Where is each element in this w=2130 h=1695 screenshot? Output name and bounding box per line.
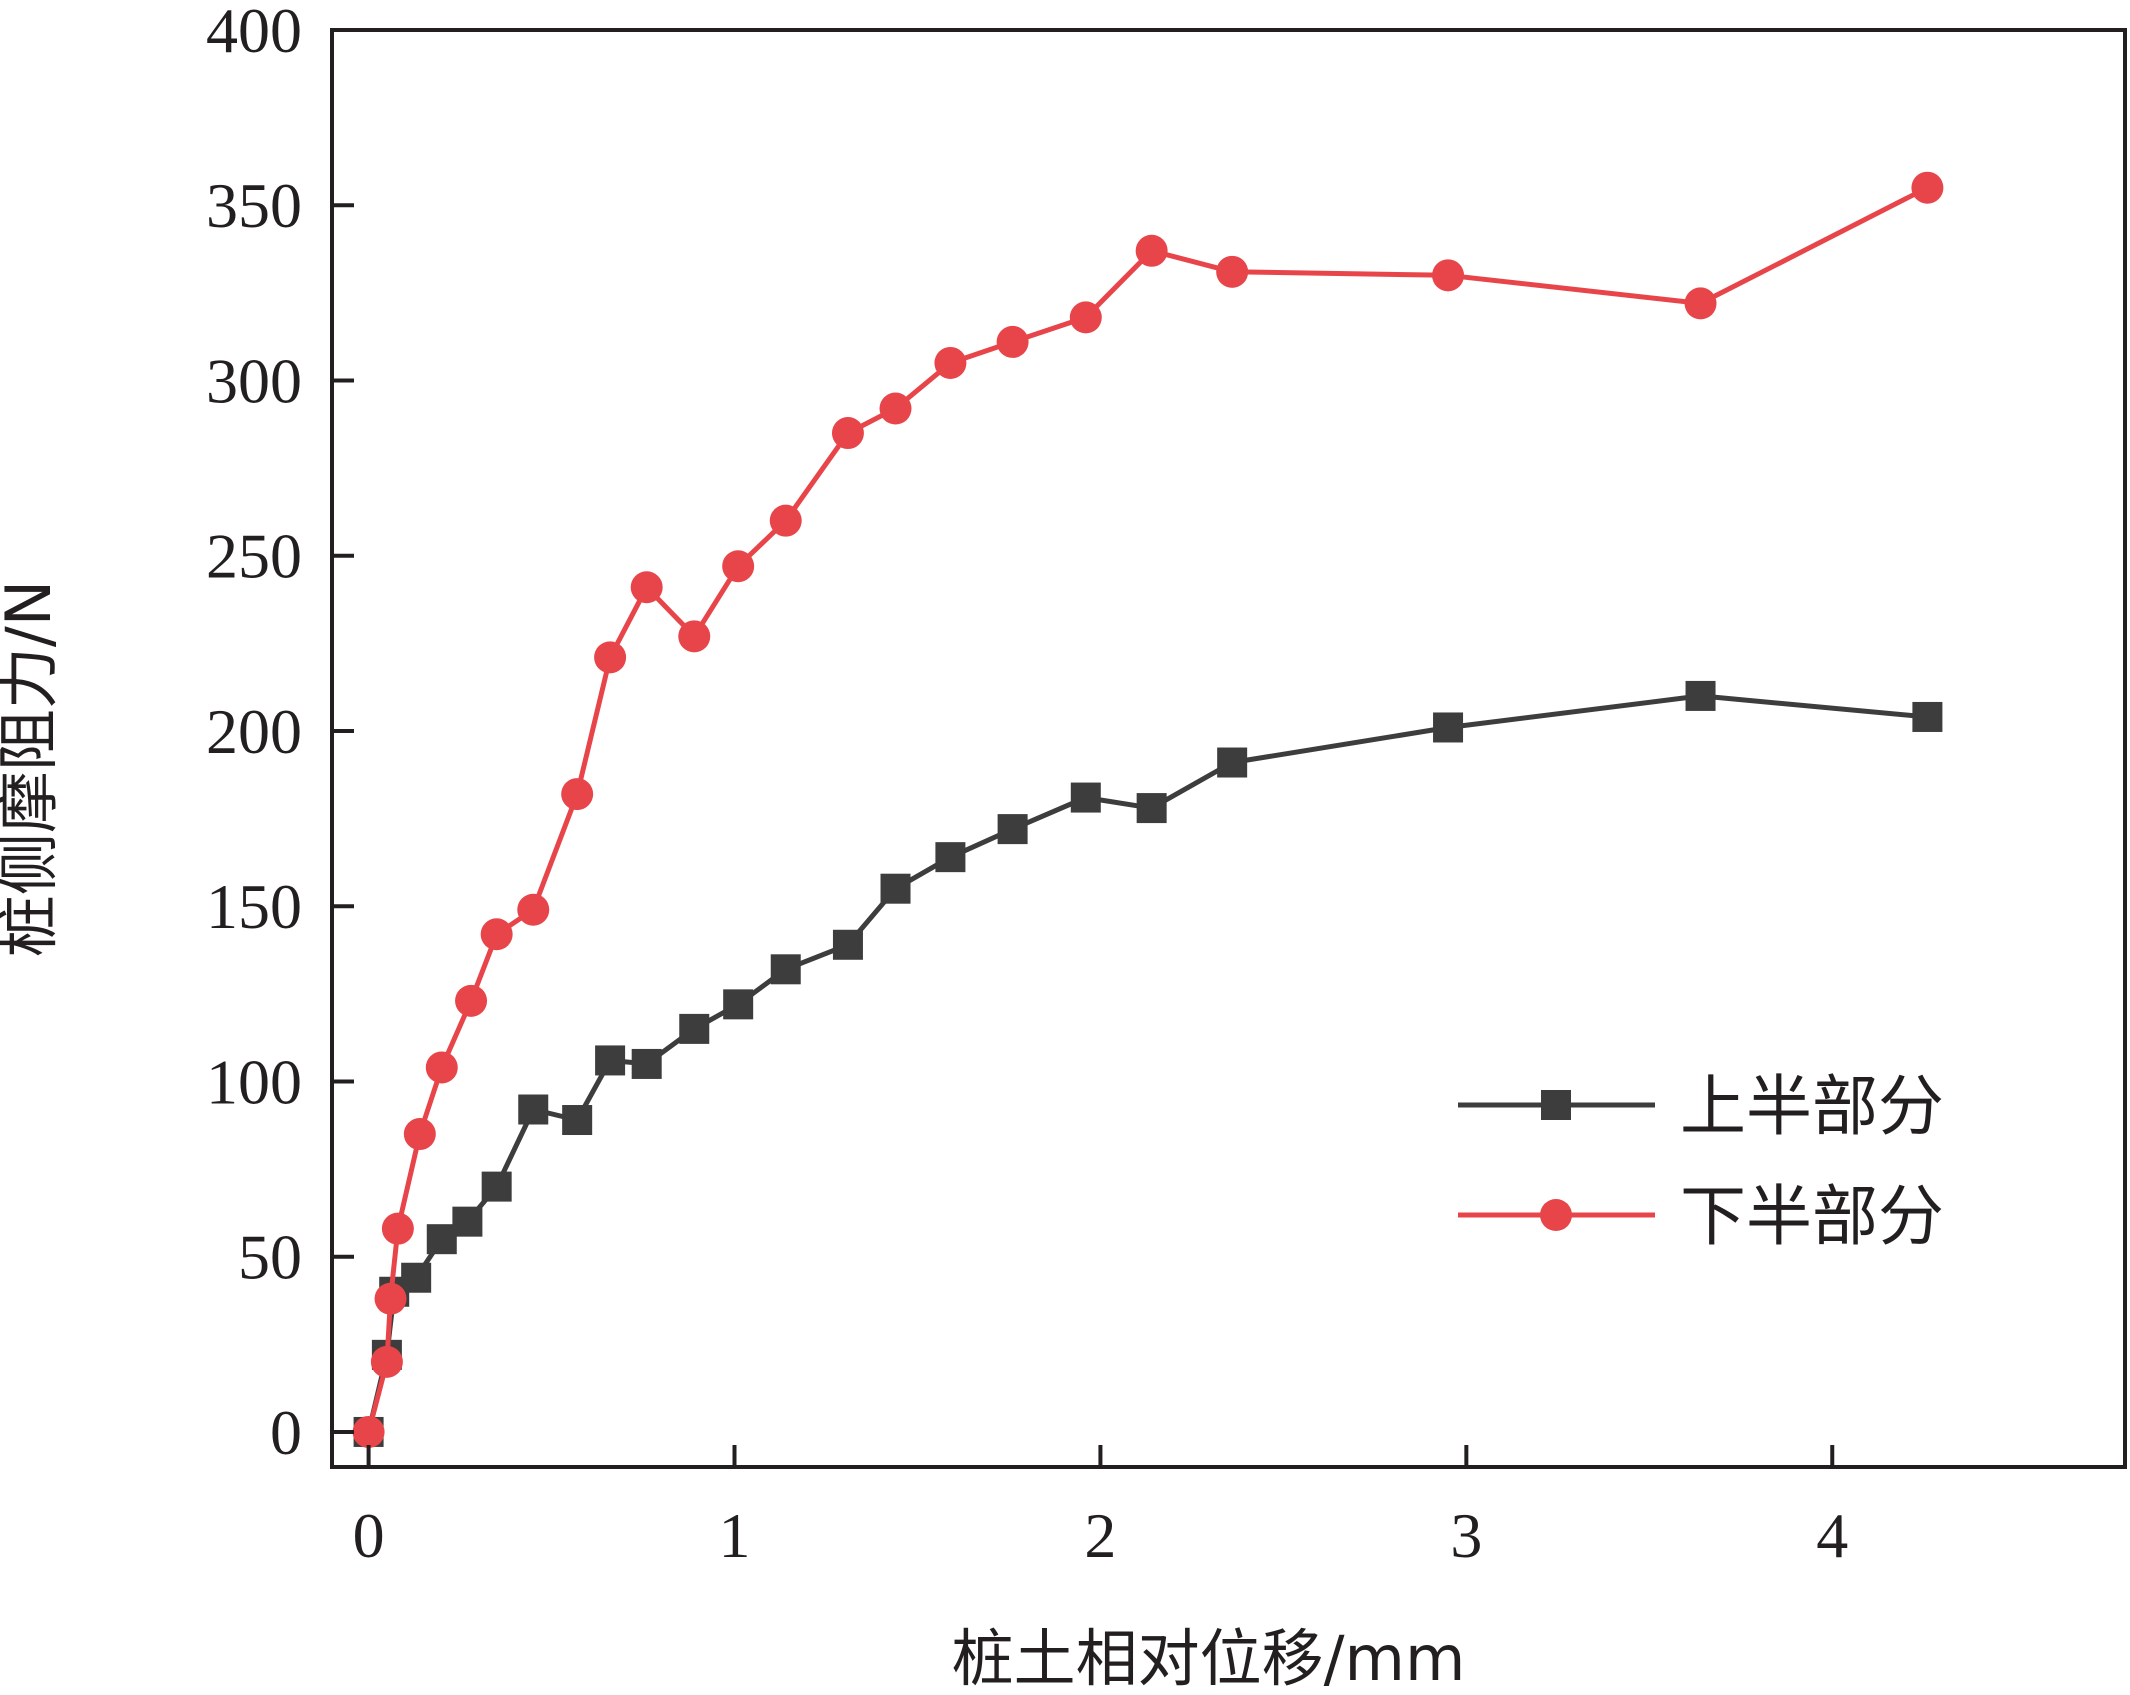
data-point (831, 417, 864, 450)
data-point (997, 814, 1028, 845)
data-point (1069, 301, 1102, 334)
data-point (455, 984, 488, 1017)
plot-area (352, 171, 1944, 1448)
x-tick-label: 3 (1450, 1500, 1482, 1571)
data-point (370, 1345, 403, 1378)
data-point (631, 1048, 662, 1079)
data-point (1684, 287, 1717, 320)
y-tick-label: 400 (206, 0, 302, 66)
y-tick-label: 150 (206, 871, 302, 942)
data-point (561, 778, 594, 811)
y-tick-label: 0 (270, 1397, 302, 1468)
data-point (678, 620, 711, 653)
legend-label: 下半部分 (1680, 1178, 1944, 1255)
data-point (1432, 259, 1465, 292)
x-tick-label: 1 (719, 1500, 751, 1571)
data-point (1912, 701, 1943, 732)
data-point (630, 571, 663, 604)
data-point (381, 1212, 414, 1245)
data-point (723, 989, 754, 1020)
y-tick-label: 50 (238, 1222, 302, 1293)
y-tick-label: 250 (206, 521, 302, 592)
legend-marker (1541, 1090, 1571, 1120)
data-point (832, 929, 863, 960)
data-point (594, 641, 627, 674)
data-point (401, 1262, 432, 1293)
data-point (769, 504, 802, 537)
data-point (425, 1051, 458, 1084)
data-point (879, 392, 912, 425)
data-point (770, 954, 801, 985)
y-axis-title: 桩侧摩阻力/N (0, 580, 65, 957)
data-point (1136, 793, 1167, 824)
legend-marker (1540, 1199, 1572, 1231)
data-point (1433, 712, 1464, 743)
data-point (481, 1171, 512, 1202)
data-point (426, 1224, 457, 1255)
axes: 0 50 100 150 200 250 300 350 400 0 1 2 3 4 (206, 0, 2127, 1571)
data-point (1135, 234, 1168, 267)
data-point (679, 1013, 710, 1044)
data-point (1911, 171, 1944, 204)
x-tick-label: 4 (1816, 1500, 1848, 1571)
x-axis-title: 桩土相对位移/mm (952, 1622, 1466, 1695)
data-point (562, 1105, 593, 1136)
y-tick-label: 100 (206, 1046, 302, 1117)
data-point (518, 1094, 549, 1125)
data-point (480, 918, 513, 951)
data-point (595, 1045, 626, 1076)
data-point (374, 1282, 407, 1315)
series-lower (352, 171, 1944, 1448)
x-tick-label: 0 (353, 1500, 385, 1571)
data-point (996, 325, 1029, 358)
data-point (1216, 255, 1249, 288)
y-tick-label: 300 (206, 345, 302, 416)
legend-label: 上半部分 (1680, 1068, 1944, 1145)
data-point (403, 1118, 436, 1151)
data-point (935, 842, 966, 873)
data-point (1217, 747, 1248, 778)
data-point (934, 346, 967, 379)
data-point (880, 873, 911, 904)
data-point (517, 893, 550, 926)
plot-frame (330, 28, 2127, 1469)
y-tick-label: 350 (206, 170, 302, 241)
data-point (352, 1415, 385, 1448)
legend-item: 下半部分 (1458, 1178, 1944, 1255)
data-point (722, 550, 755, 583)
data-point (452, 1206, 483, 1237)
data-point (1070, 782, 1101, 813)
legend-item: 上半部分 (1458, 1068, 1944, 1145)
x-tick-label: 2 (1084, 1500, 1116, 1571)
data-point (1685, 680, 1716, 711)
y-tick-label: 200 (206, 696, 302, 767)
